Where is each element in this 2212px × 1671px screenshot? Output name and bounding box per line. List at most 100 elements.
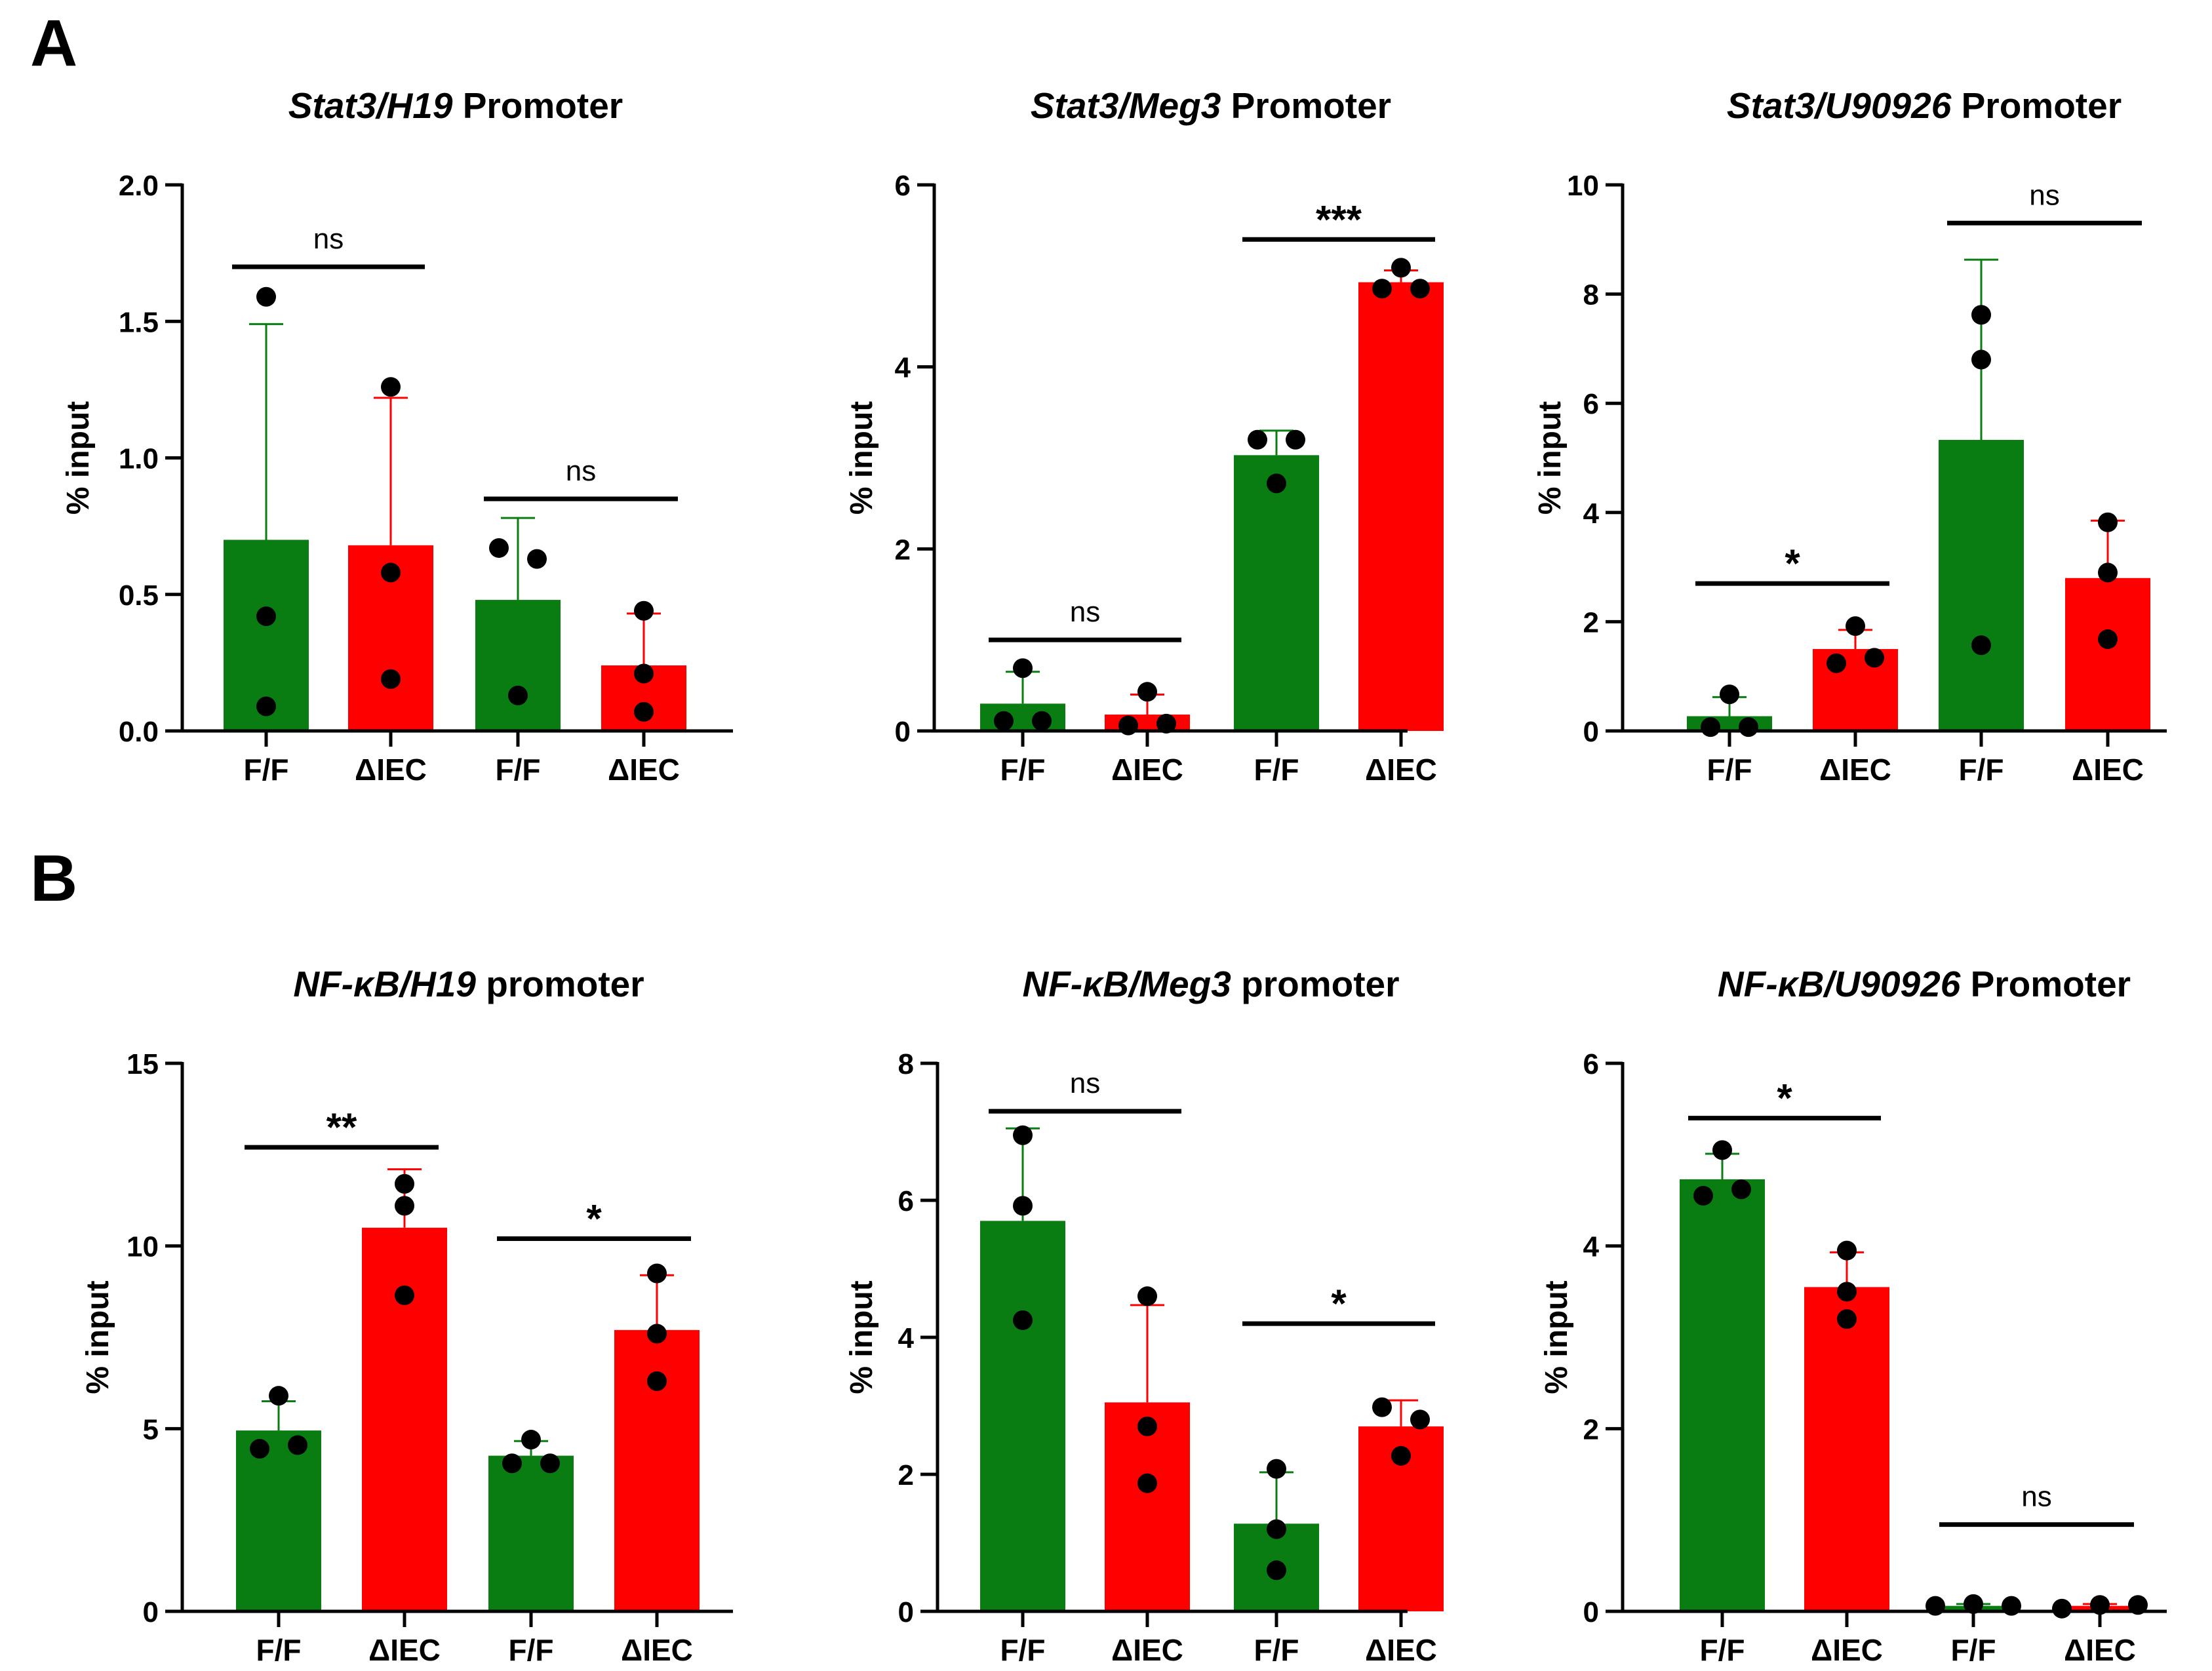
chart-title-rest: Promoter bbox=[1221, 85, 1391, 126]
data-point bbox=[1286, 429, 1305, 450]
x-tick-label: F/F bbox=[1707, 753, 1752, 787]
data-point bbox=[1267, 1519, 1286, 1539]
data-point bbox=[1248, 429, 1267, 450]
data-point bbox=[540, 1453, 560, 1474]
data-point bbox=[250, 1438, 269, 1459]
chart-title-rest: promoter bbox=[1231, 964, 1400, 1004]
x-tick-label: ΔIEC bbox=[1811, 1633, 1883, 1667]
y-axis-label: % input bbox=[1539, 1280, 1574, 1394]
y-axis-label: % input bbox=[61, 401, 96, 515]
significance-label: * bbox=[586, 1197, 602, 1241]
significance-label: ns bbox=[313, 223, 344, 255]
y-tick-label: 10 bbox=[1567, 170, 1599, 202]
significance-label: ns bbox=[2029, 179, 2059, 211]
data-point bbox=[1156, 713, 1176, 734]
y-tick-label: 0 bbox=[143, 1596, 159, 1628]
bar bbox=[980, 1221, 1065, 1611]
chart-title: NF-κB/Meg3 promoter bbox=[1022, 964, 1399, 1004]
data-point bbox=[1837, 1309, 1857, 1329]
data-point bbox=[634, 701, 654, 722]
data-point bbox=[1391, 258, 1411, 278]
data-point bbox=[1701, 717, 1720, 737]
bar bbox=[980, 703, 1065, 731]
data-point bbox=[2098, 512, 2118, 532]
data-point bbox=[381, 669, 401, 689]
data-point bbox=[521, 1430, 541, 1450]
data-point bbox=[527, 549, 547, 569]
y-tick-label: 2 bbox=[1583, 606, 1599, 639]
panel-letter-b: B bbox=[30, 842, 78, 915]
y-axis-label: % input bbox=[844, 401, 879, 515]
significance-label: ns bbox=[2021, 1481, 2051, 1513]
bar bbox=[1939, 440, 2024, 731]
y-tick-label: 0.0 bbox=[119, 716, 159, 748]
data-point bbox=[1846, 616, 1865, 637]
significance-label: ns bbox=[1070, 1067, 1100, 1099]
bar bbox=[1234, 455, 1319, 731]
x-tick-label: F/F bbox=[1000, 753, 1046, 787]
chart-title: NF-κB/H19 promoter bbox=[293, 964, 644, 1004]
chart-4: NF-κB/H19 promoter % input 0 5 10 15 F/F ΔIEC F/… bbox=[81, 964, 733, 1667]
data-point bbox=[1410, 279, 1430, 299]
x-tick-label: ΔIEC bbox=[1819, 753, 1891, 787]
x-tick-label: ΔIEC bbox=[2064, 1633, 2136, 1667]
data-point bbox=[1137, 1473, 1157, 1493]
bar bbox=[236, 1430, 321, 1611]
chart-title: Stat3/U90926 Promoter bbox=[1727, 85, 2122, 126]
chart-3: Stat3/U90926 Promoter % input 0 2 4 6 8 10 F/F ΔI… bbox=[1533, 85, 2167, 787]
data-point bbox=[1827, 653, 1846, 673]
data-point bbox=[634, 663, 654, 684]
chart-title: Stat3/H19 Promoter bbox=[288, 85, 623, 126]
x-tick-label: ΔIEC bbox=[368, 1633, 441, 1667]
y-tick-label: 2 bbox=[898, 1459, 914, 1491]
data-point bbox=[1971, 635, 1991, 656]
x-tick-label: F/F bbox=[1254, 1633, 1299, 1667]
significance-label: * bbox=[1785, 541, 1800, 585]
y-tick-label: 0 bbox=[895, 716, 911, 748]
data-point bbox=[1267, 473, 1286, 494]
y-tick-label: 4 bbox=[1583, 498, 1600, 530]
data-point bbox=[256, 696, 276, 717]
y-tick-label: 1.0 bbox=[119, 443, 159, 475]
y-tick-label: 2 bbox=[895, 534, 911, 566]
x-tick-label: ΔIEC bbox=[1365, 753, 1437, 787]
bar bbox=[1105, 715, 1190, 731]
y-axis-label: % input bbox=[844, 1280, 879, 1394]
data-point bbox=[1013, 658, 1033, 678]
x-tick-label: ΔIEC bbox=[1365, 1633, 1437, 1667]
x-tick-label: ΔIEC bbox=[608, 753, 680, 787]
data-point bbox=[647, 1324, 667, 1344]
x-tick-label: F/F bbox=[1000, 1633, 1046, 1667]
chart-title-rest: Promoter bbox=[1960, 964, 2131, 1004]
data-point bbox=[1013, 1310, 1033, 1330]
y-tick-label: 6 bbox=[895, 170, 911, 202]
bar bbox=[1813, 649, 1898, 731]
chart-title-rest: Promoter bbox=[452, 85, 623, 126]
data-point bbox=[381, 377, 401, 397]
y-tick-label: 6 bbox=[1583, 1048, 1599, 1080]
y-tick-label: 15 bbox=[127, 1048, 159, 1080]
y-tick-label: 6 bbox=[898, 1185, 914, 1217]
x-tick-label: F/F bbox=[1951, 1633, 1996, 1667]
y-axis-label: % input bbox=[81, 1280, 115, 1394]
data-point bbox=[1137, 682, 1157, 702]
data-point bbox=[647, 1263, 667, 1284]
significance-label: ns bbox=[1070, 596, 1100, 628]
bar bbox=[475, 600, 561, 731]
bar bbox=[1680, 1179, 1765, 1611]
data-point bbox=[256, 286, 276, 307]
data-point bbox=[1032, 711, 1052, 731]
data-point bbox=[1137, 1286, 1157, 1307]
bar bbox=[488, 1455, 574, 1611]
x-tick-label: F/F bbox=[496, 753, 541, 787]
data-point bbox=[288, 1435, 307, 1455]
x-tick-label: F/F bbox=[1959, 753, 2004, 787]
data-point bbox=[1731, 1179, 1751, 1200]
data-point bbox=[1013, 1196, 1033, 1216]
y-tick-label: 4 bbox=[895, 352, 911, 384]
x-tick-label: F/F bbox=[1254, 753, 1299, 787]
bar bbox=[1804, 1287, 1889, 1611]
y-tick-label: 2 bbox=[1583, 1413, 1599, 1445]
x-tick-label: F/F bbox=[244, 753, 289, 787]
x-tick-label: ΔIEC bbox=[2072, 753, 2144, 787]
